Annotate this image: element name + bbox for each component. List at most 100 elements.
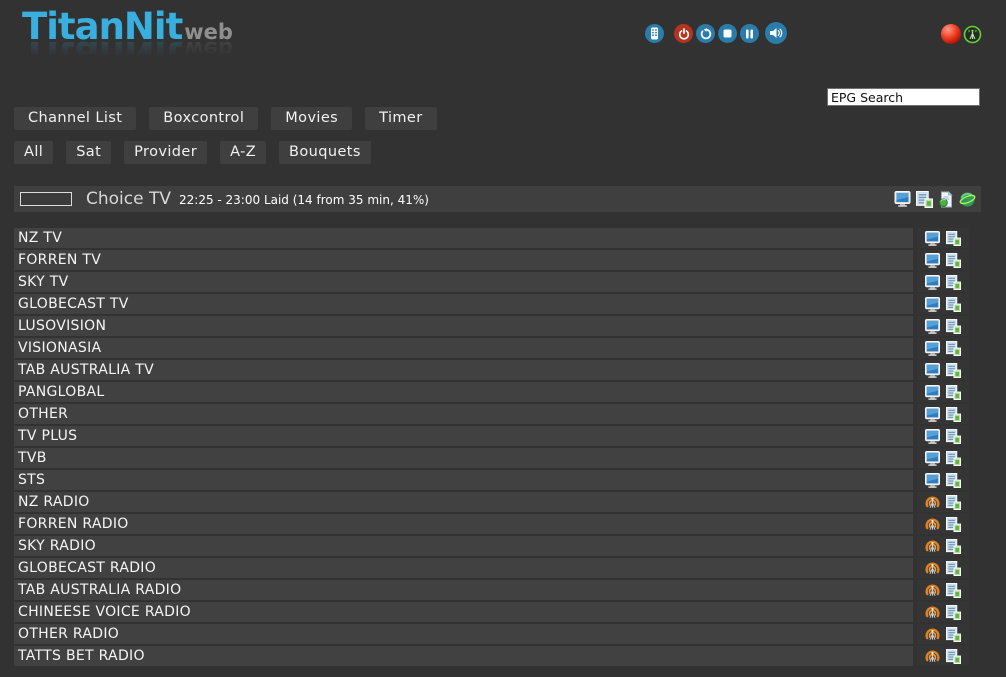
filter-sat[interactable]: Sat (66, 141, 112, 164)
filter-all[interactable]: All (14, 141, 54, 164)
pause-icon[interactable] (740, 24, 759, 43)
channel-name[interactable]: TV PLUS (14, 426, 913, 446)
epg-icon[interactable] (946, 230, 961, 246)
filter-a-z[interactable]: A-Z (220, 141, 267, 164)
radio-icon[interactable] (925, 517, 940, 532)
channel-row-nz-tv[interactable]: NZ TV (14, 228, 969, 248)
channel-row-tatts-bet-radio[interactable]: TATTS BET RADIO (14, 646, 969, 666)
nav-channel-list[interactable]: Channel List (14, 107, 137, 130)
epg-icon[interactable] (946, 428, 961, 444)
channel-name[interactable]: OTHER RADIO (14, 624, 913, 644)
epg-icon[interactable] (946, 582, 961, 598)
epg-icon[interactable] (946, 406, 961, 422)
channel-name[interactable]: FORREN TV (14, 250, 913, 270)
nav-movies[interactable]: Movies (271, 107, 353, 130)
radio-icon[interactable] (925, 539, 940, 554)
channel-name[interactable]: VISIONASIA (14, 338, 913, 358)
channel-row-globecast-radio[interactable]: GLOBECAST RADIO (14, 558, 969, 578)
stop-icon[interactable] (718, 24, 737, 43)
channel-name[interactable]: OTHER (14, 404, 913, 424)
channel-name[interactable]: CHINEESE VOICE RADIO (14, 602, 913, 622)
channel-name[interactable]: NZ TV (14, 228, 913, 248)
channel-row-nz-radio[interactable]: NZ RADIO (14, 492, 969, 512)
channel-row-tab-australia-tv[interactable]: TAB AUSTRALIA TV (14, 360, 969, 380)
power-icon[interactable] (674, 24, 693, 43)
channel-row-forren-radio[interactable]: FORREN RADIO (14, 514, 969, 534)
channel-row-tvb[interactable]: TVB (14, 448, 969, 468)
epg-icon[interactable] (946, 296, 961, 312)
epg-search-input[interactable] (827, 88, 980, 106)
globe-icon[interactable] (959, 191, 976, 208)
tv-icon[interactable] (925, 362, 940, 378)
tv-icon[interactable] (925, 450, 940, 466)
epg-icon[interactable] (946, 252, 961, 268)
epg-icon[interactable] (946, 450, 961, 466)
channel-name[interactable]: FORREN RADIO (14, 514, 913, 534)
channel-name[interactable]: SKY RADIO (14, 536, 913, 556)
channel-row-tab-australia-radio[interactable]: TAB AUSTRALIA RADIO (14, 580, 969, 600)
filter-provider[interactable]: Provider (124, 141, 208, 164)
tv-icon[interactable] (925, 274, 940, 290)
epg-icon[interactable] (946, 274, 961, 290)
tv-icon[interactable] (925, 472, 940, 488)
channel-name[interactable]: TVB (14, 448, 913, 468)
signal-icon[interactable] (963, 25, 982, 48)
epg-icon[interactable] (946, 340, 961, 356)
epg-list-icon[interactable] (916, 190, 933, 208)
remote-icon[interactable] (645, 24, 664, 43)
channel-row-tv-plus[interactable]: TV PLUS (14, 426, 969, 446)
tv-icon[interactable] (925, 428, 940, 444)
channel-name[interactable]: TAB AUSTRALIA TV (14, 360, 913, 380)
epg-icon[interactable] (946, 626, 961, 642)
channel-row-lusovision[interactable]: LUSOVISION (14, 316, 969, 336)
channel-name[interactable]: TATTS BET RADIO (14, 646, 913, 666)
channel-row-chineese-voice-radio[interactable]: CHINEESE VOICE RADIO (14, 602, 969, 622)
tv-icon[interactable] (925, 230, 940, 246)
record-icon[interactable] (941, 24, 961, 44)
channel-row-forren-tv[interactable]: FORREN TV (14, 250, 969, 270)
radio-icon[interactable] (925, 583, 940, 598)
channel-row-panglobal[interactable]: PANGLOBAL (14, 382, 969, 402)
epg-icon[interactable] (946, 318, 961, 334)
epg-icon[interactable] (946, 648, 961, 664)
epg-icon[interactable] (946, 604, 961, 620)
channel-name[interactable]: SKY TV (14, 272, 913, 292)
epg-icon[interactable] (946, 494, 961, 510)
channel-row-globecast-tv[interactable]: GLOBECAST TV (14, 294, 969, 314)
nav-timer[interactable]: Timer (365, 107, 437, 130)
channel-name[interactable]: GLOBECAST RADIO (14, 558, 913, 578)
radio-icon[interactable] (925, 627, 940, 642)
tv-icon[interactable] (925, 296, 940, 312)
channel-name[interactable]: STS (14, 470, 913, 490)
epg-icon[interactable] (946, 560, 961, 576)
volume-icon[interactable] (765, 22, 787, 44)
reload-icon[interactable] (696, 24, 715, 43)
radio-icon[interactable] (925, 649, 940, 664)
monitor-icon[interactable] (894, 191, 911, 207)
epg-icon[interactable] (946, 362, 961, 378)
channel-name[interactable]: PANGLOBAL (14, 382, 913, 402)
filter-bouquets[interactable]: Bouquets (279, 141, 371, 164)
nav-boxcontrol[interactable]: Boxcontrol (149, 107, 259, 130)
tv-icon[interactable] (925, 318, 940, 334)
stream-page-icon[interactable] (938, 190, 954, 208)
radio-icon[interactable] (925, 495, 940, 510)
epg-icon[interactable] (946, 538, 961, 554)
channel-row-other-radio[interactable]: OTHER RADIO (14, 624, 969, 644)
channel-row-other[interactable]: OTHER (14, 404, 969, 424)
tv-icon[interactable] (925, 406, 940, 422)
epg-icon[interactable] (946, 516, 961, 532)
radio-icon[interactable] (925, 605, 940, 620)
radio-icon[interactable] (925, 561, 940, 576)
tv-icon[interactable] (925, 340, 940, 356)
epg-icon[interactable] (946, 384, 961, 400)
channel-row-sky-tv[interactable]: SKY TV (14, 272, 969, 292)
tv-icon[interactable] (925, 252, 940, 268)
epg-icon[interactable] (946, 472, 961, 488)
channel-row-visionasia[interactable]: VISIONASIA (14, 338, 969, 358)
channel-row-sts[interactable]: STS (14, 470, 969, 490)
channel-name[interactable]: LUSOVISION (14, 316, 913, 336)
channel-name[interactable]: TAB AUSTRALIA RADIO (14, 580, 913, 600)
channel-name[interactable]: GLOBECAST TV (14, 294, 913, 314)
tv-icon[interactable] (925, 384, 940, 400)
